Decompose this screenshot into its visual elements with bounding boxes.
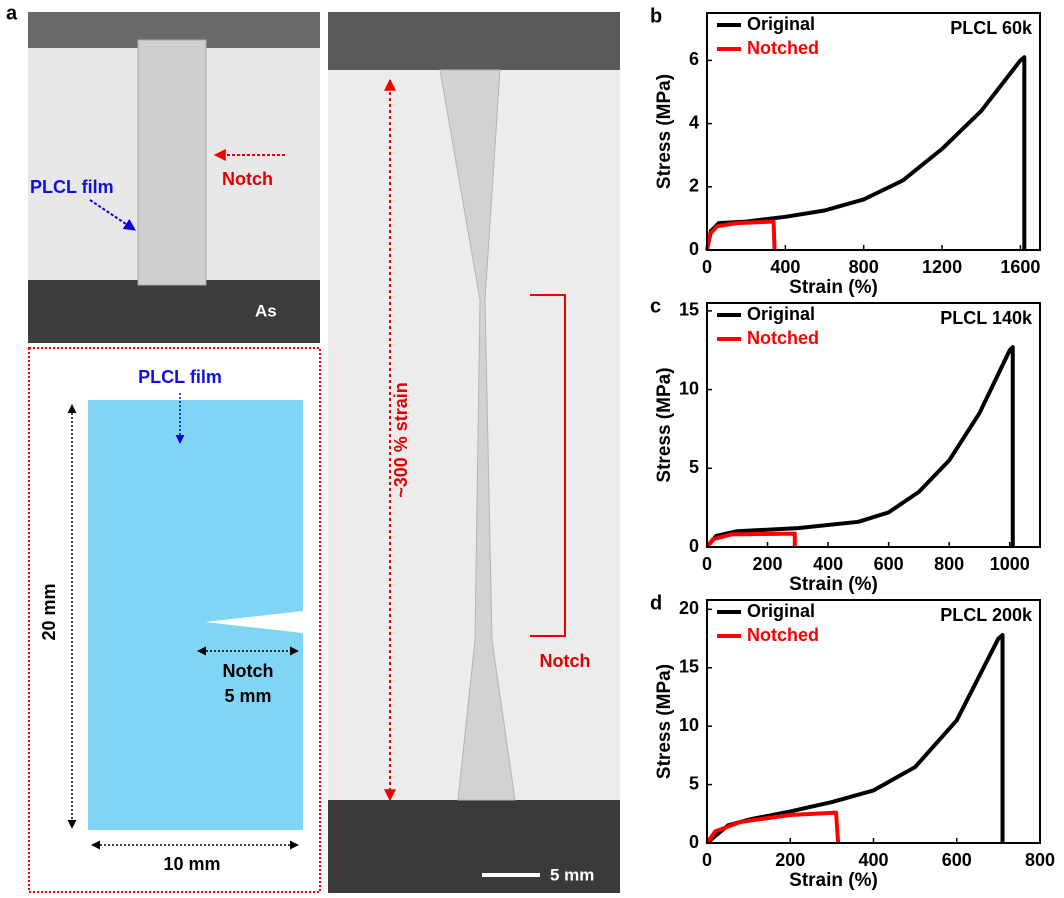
y-tick-label: 2 <box>689 176 699 196</box>
y-tick-label: 5 <box>689 773 699 793</box>
strain-label: ~300 % strain <box>391 382 411 498</box>
x-axis-label: Strain (%) <box>789 870 878 891</box>
width-label: 10 mm <box>163 854 220 874</box>
x-tick-label: 800 <box>1025 850 1055 870</box>
x-tick-label: 800 <box>934 554 964 574</box>
x-axis-label: Strain (%) <box>789 574 878 595</box>
x-tick-label: 400 <box>858 850 888 870</box>
panel-label: a <box>6 2 18 24</box>
legend-label: Notched <box>747 38 819 58</box>
photo-strained: ~300 % strain Notch 5 mm <box>328 12 620 893</box>
x-tick-label: 1200 <box>922 257 962 277</box>
y-tick-label: 0 <box>689 832 699 852</box>
photo-as: PLCL film Notch As <box>28 12 320 343</box>
x-tick-label: 0 <box>702 850 712 870</box>
series-line <box>705 531 797 549</box>
plot-frame <box>706 12 1041 251</box>
y-tick-label: 10 <box>679 715 699 735</box>
panel-label: b <box>650 5 662 27</box>
notch-label: Notch <box>223 661 274 681</box>
chart-title: PLCL 140k <box>940 308 1033 328</box>
y-tick-label: 15 <box>679 657 699 677</box>
series-line <box>705 55 1027 251</box>
chart-title: PLCL 60k <box>950 18 1033 38</box>
panel-label: d <box>650 592 662 614</box>
x-tick-label: 800 <box>849 257 879 277</box>
y-tick-label: 0 <box>689 536 699 556</box>
state-label: As <box>255 301 277 320</box>
series-line <box>705 810 841 845</box>
x-tick-label: 0 <box>702 554 712 574</box>
y-axis-label: Stress (MPa) <box>654 367 675 482</box>
y-axis-label: Stress (MPa) <box>654 74 675 189</box>
series-line <box>705 633 1005 845</box>
film-label: PLCL film <box>30 177 114 197</box>
y-tick-label: 20 <box>679 598 699 618</box>
series-line <box>705 345 1015 549</box>
height-label: 20 mm <box>39 583 59 640</box>
legend-label: Notched <box>747 625 819 645</box>
x-tick-label: 0 <box>702 257 712 277</box>
x-tick-label: 1000 <box>990 554 1030 574</box>
chart-title: PLCL 200k <box>940 605 1033 625</box>
x-axis-label: Strain (%) <box>789 277 878 298</box>
scale-bar-label: 5 mm <box>550 865 594 884</box>
legend-label: Original <box>747 304 815 324</box>
x-tick-label: 600 <box>874 554 904 574</box>
y-tick-label: 10 <box>679 378 699 398</box>
legend-label: Notched <box>747 328 819 348</box>
schematic: PLCL film 20 mm Notch 5 mm 10 mm <box>28 347 321 893</box>
x-tick-label: 200 <box>775 850 805 870</box>
x-tick-label: 400 <box>813 554 843 574</box>
x-tick-label: 1600 <box>1000 257 1040 277</box>
notch-label: Notch <box>222 169 273 189</box>
panel-label: c <box>650 295 661 317</box>
y-tick-label: 5 <box>689 457 699 477</box>
x-tick-label: 600 <box>942 850 972 870</box>
plot-frame <box>706 599 1041 844</box>
film-label: PLCL film <box>138 367 222 387</box>
y-axis-label: Stress (MPa) <box>654 664 675 779</box>
notch-label: Notch <box>540 651 591 671</box>
y-tick-label: 6 <box>689 49 699 69</box>
x-tick-label: 200 <box>753 554 783 574</box>
legend-label: Original <box>747 601 815 621</box>
x-tick-label: 400 <box>770 257 800 277</box>
y-tick-label: 0 <box>689 239 699 259</box>
series-line <box>705 219 777 251</box>
plot-frame <box>706 302 1041 548</box>
y-tick-label: 4 <box>689 112 699 132</box>
y-tick-label: 15 <box>679 300 699 320</box>
legend-label: Original <box>747 14 815 34</box>
notch-length: 5 mm <box>224 686 271 706</box>
